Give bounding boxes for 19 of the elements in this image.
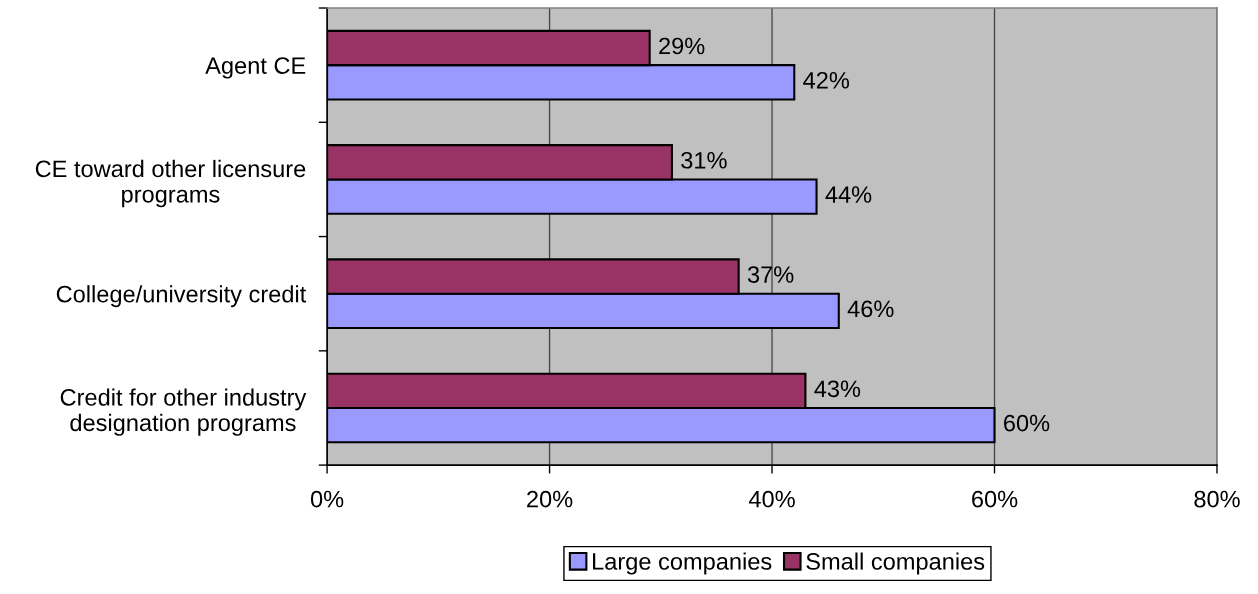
y-tick-label: Credit for other industry designation programs (60, 388, 307, 436)
y-tick-label: CE toward other licensure programs (35, 159, 306, 208)
data-label: 42% (803, 71, 850, 89)
x-tick-label: 0% (310, 490, 344, 508)
data-label: 37% (747, 266, 794, 283)
x-tick-label: 60% (972, 490, 1018, 508)
y-tick-label: College/university credit (56, 285, 307, 308)
legend-label: Large companies (593, 552, 772, 575)
legend-label: Small companies (806, 552, 985, 575)
x-tick-label: 40% (748, 490, 795, 508)
y-tick-label: Agent CE (205, 57, 306, 79)
x-tick-label: 20% (527, 490, 573, 508)
data-label: 31% (681, 151, 727, 169)
data-label: 44% (825, 186, 872, 203)
data-label: 29% (659, 37, 705, 55)
x-tick-label: 80% (1194, 490, 1240, 508)
data-label: 43% (814, 380, 861, 398)
data-label: 46% (847, 300, 894, 318)
data-label: 60% (1004, 414, 1050, 432)
